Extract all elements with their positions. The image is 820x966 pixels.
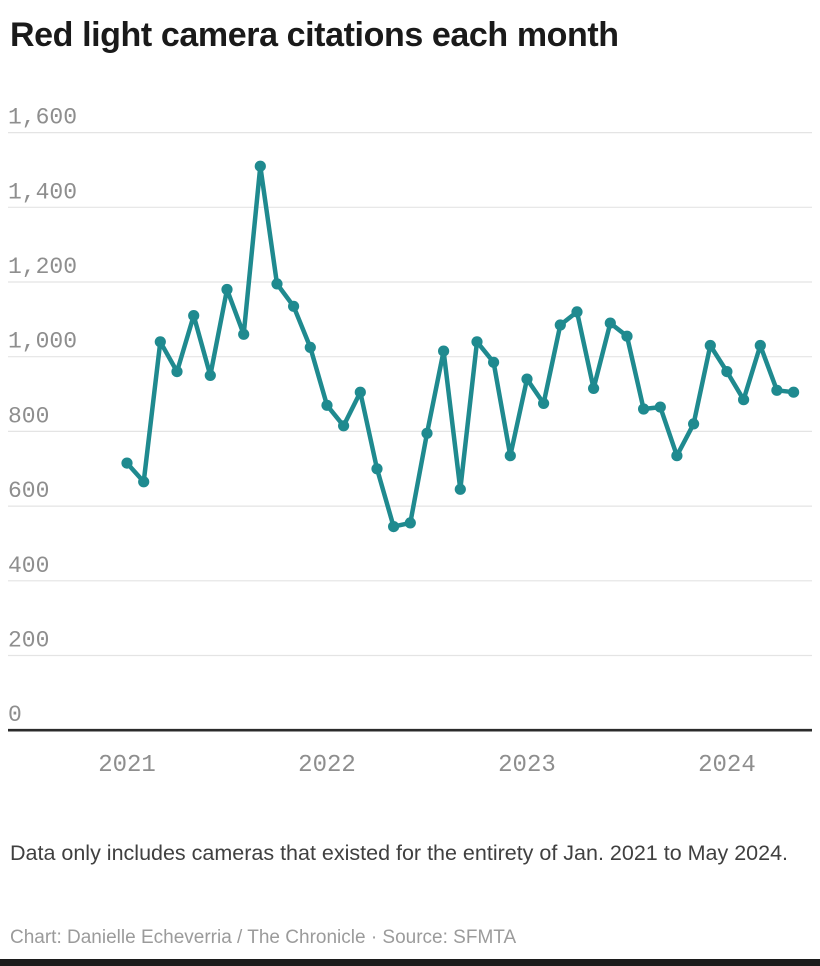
- data-point: [588, 382, 600, 394]
- data-point: [754, 339, 766, 352]
- data-point: [521, 373, 533, 385]
- data-point: [554, 319, 566, 331]
- data-point: [621, 330, 633, 342]
- data-point: [288, 300, 300, 312]
- data-point: [571, 306, 583, 318]
- data-point: [538, 397, 550, 409]
- bottom-divider-bar: [0, 959, 820, 966]
- data-point: [238, 328, 250, 340]
- x-tick-label: 2023: [498, 752, 556, 779]
- data-point: [138, 476, 150, 488]
- x-tick-label: 2022: [298, 752, 356, 779]
- data-point: [121, 457, 133, 469]
- data-point: [438, 345, 450, 357]
- y-tick-label: 1,400: [8, 179, 77, 205]
- line-chart: 0 200 400 600 800 1,000 1,200 1,400 1,600 2021 202…: [8, 105, 812, 779]
- data-point: [671, 450, 683, 462]
- x-tick-label: 2021: [98, 752, 156, 779]
- data-point: [604, 317, 616, 329]
- data-point: [421, 427, 433, 439]
- data-point: [188, 310, 200, 322]
- data-point: [254, 160, 266, 172]
- data-point: [721, 366, 733, 378]
- data-point: [654, 401, 666, 413]
- data-point: [454, 483, 466, 495]
- y-tick-label: 1,600: [8, 105, 77, 131]
- data-point: [371, 463, 383, 475]
- y-tick-label: 600: [8, 478, 49, 504]
- data-point: [688, 418, 700, 430]
- data-point: [738, 394, 750, 406]
- data-point: [321, 399, 333, 411]
- y-tick-label: 200: [8, 628, 49, 654]
- chart-note: Data only includes cameras that existed …: [10, 841, 789, 865]
- y-tick-label: 400: [8, 553, 49, 579]
- page-title: Red light camera citations each month: [10, 16, 619, 54]
- citations-line-series: [124, 163, 796, 529]
- chart-credit: Chart: Danielle Echeverria / The Chronic…: [10, 927, 517, 948]
- y-tick-label: 1,000: [8, 329, 77, 355]
- data-point: [638, 403, 650, 415]
- y-tick-label: 0: [8, 702, 22, 728]
- x-tick-label: 2024: [698, 752, 756, 779]
- y-tick-label: 800: [8, 403, 49, 429]
- data-point: [388, 521, 400, 533]
- data-point: [504, 450, 516, 462]
- data-point: [304, 341, 316, 353]
- data-point: [404, 517, 416, 529]
- data-point: [171, 366, 183, 378]
- data-point: [271, 278, 283, 290]
- data-point: [704, 339, 716, 352]
- data-point: [771, 384, 783, 396]
- citations-line-chart-svg: 0 200 400 600 800 1,000 1,200 1,400 1,600 2021 202…: [8, 105, 812, 779]
- data-point: [221, 283, 233, 296]
- y-tick-label: 1,200: [8, 254, 77, 280]
- data-point: [338, 420, 350, 432]
- data-point: [204, 369, 216, 381]
- data-point: [471, 336, 483, 348]
- data-point: [488, 356, 500, 368]
- data-point: [354, 386, 366, 398]
- data-point: [154, 336, 166, 348]
- data-point: [788, 386, 800, 398]
